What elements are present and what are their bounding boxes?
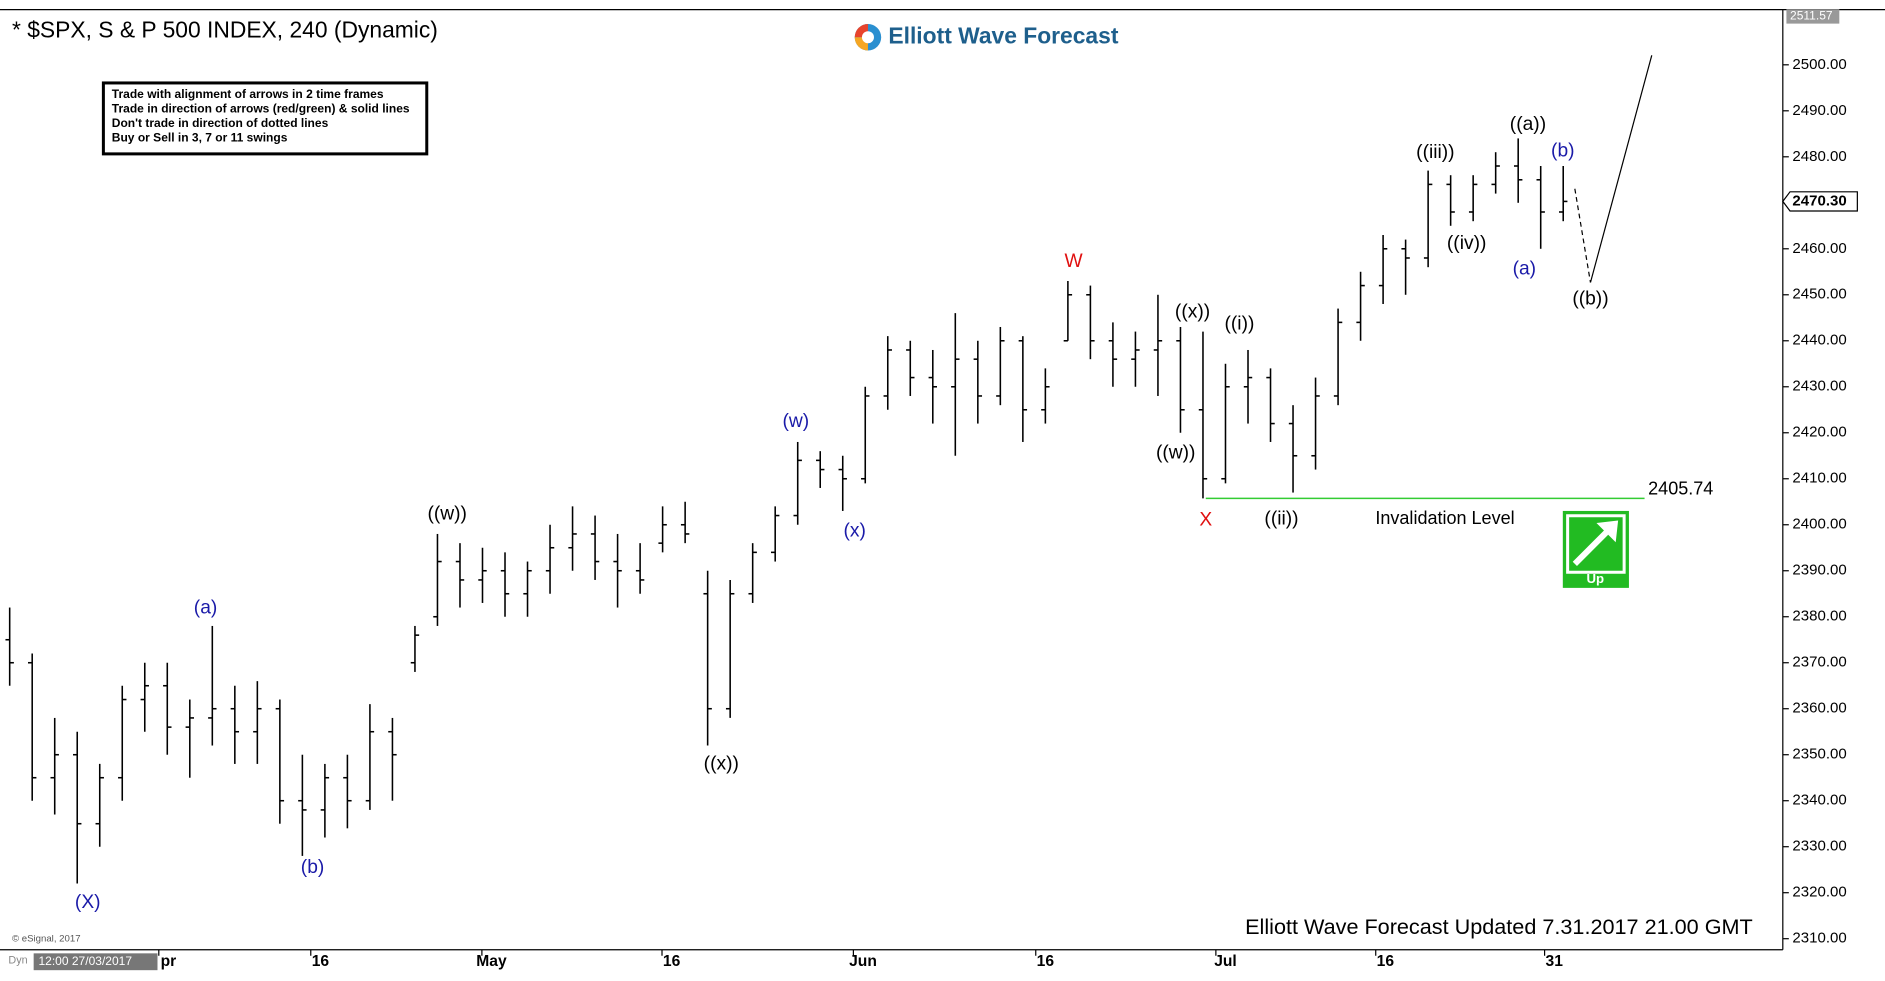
- ohlc-bars: [5, 138, 1568, 884]
- x-tick-label: 31: [1546, 953, 1564, 970]
- wave-label: (x): [844, 520, 866, 541]
- wave-label: ((ii)): [1264, 508, 1298, 529]
- last-price-box: [1782, 191, 1858, 212]
- wave-label: (w): [782, 411, 809, 432]
- x-tick-label: 16: [312, 953, 330, 970]
- source-text: © eSignal, 2017: [12, 933, 81, 944]
- badge-frame: [1566, 514, 1626, 574]
- wave-label: ((iv)): [1447, 233, 1486, 254]
- rule-text: Buy or Sell in 3, 7 or 11 swings: [112, 130, 288, 144]
- y-tick-label: 2440.00: [1792, 332, 1846, 349]
- invalidation-label: Invalidation Level: [1375, 508, 1514, 528]
- y-tick-label: 2410.00: [1792, 470, 1846, 487]
- wave-label: (a): [194, 597, 217, 618]
- badge-label: Up: [1586, 571, 1604, 586]
- scale-high-label: 2511.57: [1790, 9, 1833, 23]
- x-tick-label: 16: [1037, 953, 1055, 970]
- rule-text: Trade in direction of arrows (red/green)…: [112, 102, 410, 116]
- x-tick-label: pr: [161, 953, 177, 970]
- y-tick-label: 2490.00: [1792, 102, 1846, 119]
- interval-tag: Dyn: [8, 954, 27, 966]
- wave-label: ((w)): [1156, 442, 1195, 463]
- chart-title: * $SPX, S & P 500 INDEX, 240 (Dynamic): [12, 16, 438, 42]
- brand-logo: Elliott Wave Forecast: [854, 22, 1119, 51]
- y-tick-label: 2340.00: [1792, 792, 1846, 809]
- projection-dashed: [1574, 188, 1592, 283]
- footer-text: Elliott Wave Forecast Updated 7.31.2017 …: [1245, 914, 1753, 939]
- y-tick-label: 2400.00: [1792, 516, 1846, 533]
- y-tick-label: 2500.00: [1792, 56, 1846, 73]
- y-tick-label: 2350.00: [1792, 746, 1846, 763]
- scale-high-box: [1786, 9, 1840, 24]
- y-tick-label: 2330.00: [1792, 838, 1846, 855]
- y-tick-label: 2380.00: [1792, 608, 1846, 625]
- y-tick-label: 2360.00: [1792, 700, 1846, 717]
- y-tick-label: 2420.00: [1792, 424, 1846, 441]
- badge-box: [1562, 510, 1629, 588]
- wave-label: (a): [1513, 258, 1536, 279]
- wave-label: ((b)): [1572, 288, 1608, 309]
- badge-arrow-head: [1596, 520, 1619, 543]
- wave-label: ((iii)): [1416, 142, 1454, 163]
- wave-label: ((i)): [1224, 314, 1254, 335]
- y-tick-label: 2310.00: [1792, 930, 1846, 947]
- x-tick-label: May: [476, 953, 507, 970]
- wave-label: ((x)): [704, 754, 739, 775]
- y-tick-label: 2430.00: [1792, 378, 1846, 395]
- wave-label: ((x)): [1175, 302, 1210, 323]
- rules-box: [101, 81, 429, 156]
- up-badge: Up: [1562, 510, 1629, 588]
- y-tick-label: 2370.00: [1792, 654, 1846, 671]
- logo-icon-center: [861, 31, 874, 44]
- x-tick-label: 16: [1377, 953, 1395, 970]
- x-tick-label: Jun: [849, 953, 877, 970]
- timestamp-box: [33, 953, 158, 971]
- last-price-label: 2470.30: [1792, 192, 1846, 209]
- x-tick-label: 16: [663, 953, 681, 970]
- projection-solid: [1589, 55, 1653, 283]
- y-tick-label: 2460.00: [1792, 240, 1846, 257]
- y-tick-label: 2480.00: [1792, 148, 1846, 165]
- wave-label: (b): [1551, 141, 1574, 162]
- y-tick-label: 2320.00: [1792, 884, 1846, 901]
- wave-label: W: [1064, 251, 1083, 272]
- y-tick-label: 2450.00: [1792, 286, 1846, 303]
- x-tick-label: Jul: [1214, 953, 1237, 970]
- brand-name: Elliott Wave Forecast: [888, 22, 1118, 48]
- timestamp: 12:00 27/03/2017: [38, 954, 132, 968]
- wave-label: X: [1199, 510, 1212, 531]
- wave-label: (X): [75, 892, 101, 913]
- wave-label: ((w)): [427, 504, 466, 525]
- rule-text: Don't trade in direction of dotted lines: [112, 116, 329, 130]
- y-tick-label: 2390.00: [1792, 562, 1846, 579]
- wave-label: (b): [301, 857, 324, 878]
- wave-label: ((a)): [1510, 114, 1546, 135]
- rule-text: Trade with alignment of arrows in 2 time…: [112, 87, 384, 101]
- invalidation-value: 2405.74: [1648, 479, 1713, 499]
